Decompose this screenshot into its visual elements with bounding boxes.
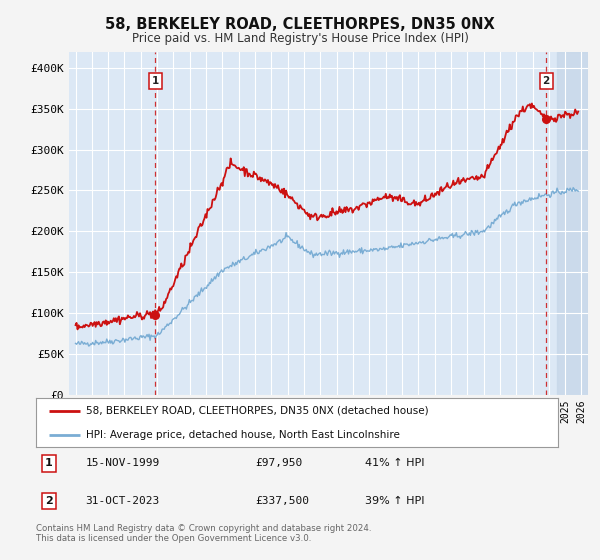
Text: 2: 2 (45, 496, 53, 506)
Text: 39% ↑ HPI: 39% ↑ HPI (365, 496, 424, 506)
Text: 1: 1 (152, 76, 159, 86)
Text: Contains HM Land Registry data © Crown copyright and database right 2024.
This d: Contains HM Land Registry data © Crown c… (36, 524, 371, 543)
Text: 2: 2 (542, 76, 550, 86)
Text: 58, BERKELEY ROAD, CLEETHORPES, DN35 0NX: 58, BERKELEY ROAD, CLEETHORPES, DN35 0NX (105, 17, 495, 32)
Text: 41% ↑ HPI: 41% ↑ HPI (365, 459, 424, 469)
Text: 1: 1 (45, 459, 53, 469)
Bar (557, 52, 588, 395)
Text: 58, BERKELEY ROAD, CLEETHORPES, DN35 0NX (detached house): 58, BERKELEY ROAD, CLEETHORPES, DN35 0NX… (86, 406, 428, 416)
Text: £97,950: £97,950 (255, 459, 302, 469)
Text: HPI: Average price, detached house, North East Lincolnshire: HPI: Average price, detached house, Nort… (86, 430, 400, 440)
Text: £337,500: £337,500 (255, 496, 309, 506)
Text: 15-NOV-1999: 15-NOV-1999 (86, 459, 160, 469)
Text: 31-OCT-2023: 31-OCT-2023 (86, 496, 160, 506)
Text: Price paid vs. HM Land Registry's House Price Index (HPI): Price paid vs. HM Land Registry's House … (131, 32, 469, 45)
